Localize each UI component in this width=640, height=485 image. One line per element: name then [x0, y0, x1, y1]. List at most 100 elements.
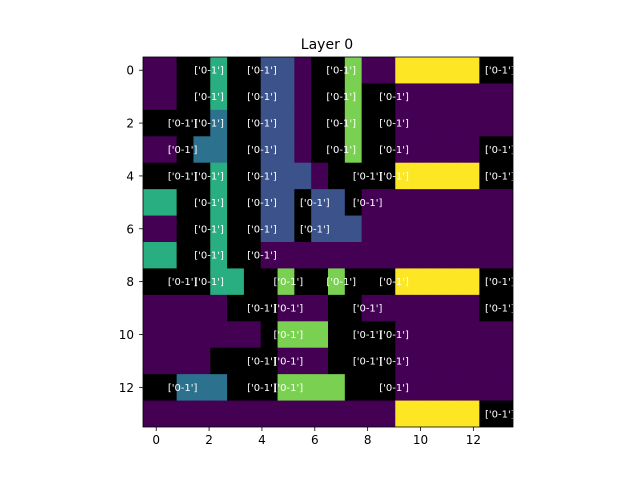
- heatmap-cell: [243, 294, 262, 322]
- cell-annotation: ['0-1']: [274, 383, 304, 394]
- heatmap-cell: [260, 83, 279, 111]
- cell-annotation: ['0-1']: [247, 356, 277, 367]
- heatmap-cell: [428, 109, 447, 137]
- heatmap-cell: [361, 321, 380, 349]
- heatmap-cell: [277, 136, 295, 164]
- cell-annotation: ['0-1']: [353, 330, 383, 341]
- heatmap-cell: [428, 294, 447, 322]
- heatmap-cell: [176, 374, 195, 402]
- heatmap-cell: [344, 347, 363, 375]
- heatmap-cell: [479, 215, 497, 243]
- heatmap-cell: [210, 321, 228, 349]
- heatmap-cell: [445, 294, 464, 322]
- heatmap-cell: [260, 400, 279, 427]
- heatmap-cell: [412, 321, 430, 349]
- heatmap-cell: [395, 347, 413, 375]
- heatmap-cell: [277, 242, 295, 270]
- heatmap-cell: [210, 374, 228, 402]
- heatmap-cell: [412, 57, 430, 85]
- cell-annotation: ['0-1']: [168, 145, 198, 156]
- heatmap-cell: [159, 57, 178, 85]
- heatmap-cell: [361, 347, 380, 375]
- heatmap-cell: [159, 162, 178, 190]
- heatmap-cell: [227, 294, 245, 322]
- cell-annotation: ['0-1']: [247, 145, 277, 156]
- heatmap-cell: [378, 242, 396, 270]
- cell-annotation: ['0-1']: [485, 171, 515, 182]
- heatmap-cell: [361, 374, 380, 402]
- heatmap-cell: [395, 83, 413, 111]
- cell-annotation: ['0-1']: [194, 277, 224, 288]
- heatmap-cell: [159, 109, 178, 137]
- heatmap-cell: [260, 109, 279, 137]
- heatmap-cell: [210, 268, 228, 296]
- heatmap-cell: [328, 242, 346, 270]
- heatmap-cell: [344, 294, 363, 322]
- heatmap-cell: [378, 374, 396, 402]
- heatmap-cell: [496, 400, 513, 427]
- y-tick-label: 4: [126, 169, 134, 183]
- heatmap-cell: [210, 400, 228, 427]
- heatmap-cell: [428, 162, 447, 190]
- heatmap-cell: [227, 347, 245, 375]
- heatmap-cell: [395, 189, 413, 217]
- heatmap-cell: [428, 189, 447, 217]
- heatmap-cell: [395, 374, 413, 402]
- heatmap-cell: [479, 83, 497, 111]
- heatmap-cell: [311, 400, 329, 427]
- cell-annotation: ['0-1']: [194, 198, 224, 209]
- heatmap-cell: [428, 215, 447, 243]
- heatmap-cell: [143, 400, 161, 427]
- heatmap-cell: [395, 109, 413, 137]
- heatmap-cell: [176, 136, 195, 164]
- heatmap-cell: [496, 57, 513, 85]
- heatmap-cell: [260, 321, 279, 349]
- heatmap-cell: [344, 242, 363, 270]
- heatmap-cell: [479, 374, 497, 402]
- heatmap-cell: [243, 189, 262, 217]
- heatmap-cell: [294, 321, 312, 349]
- heatmap-cell: [462, 268, 480, 296]
- heatmap-cell: [159, 374, 178, 402]
- heatmap-cell: [227, 215, 245, 243]
- heatmap-cell: [193, 162, 211, 190]
- heatmap-cell: [193, 57, 211, 85]
- heatmap-cell: [210, 215, 228, 243]
- heatmap-cell: [496, 242, 513, 270]
- heatmap-cell: [159, 83, 178, 111]
- heatmap-cell: [243, 321, 262, 349]
- heatmap-cell: [496, 189, 513, 217]
- heatmap-cell: [445, 347, 464, 375]
- heatmap-cell: [311, 347, 329, 375]
- heatmap-cell: [428, 57, 447, 85]
- heatmap-cell: [260, 136, 279, 164]
- heatmap-cell: [294, 400, 312, 427]
- heatmap-cell: [176, 268, 195, 296]
- heatmap-cell: [428, 400, 447, 427]
- heatmap-cell: [395, 242, 413, 270]
- heatmap-cell: [143, 294, 161, 322]
- heatmap-cell: [462, 57, 480, 85]
- cell-annotation: ['0-1']: [274, 277, 304, 288]
- heatmap-cell: [428, 268, 447, 296]
- heatmap-cell: [412, 83, 430, 111]
- heatmap-cell: [496, 347, 513, 375]
- heatmap-cell: [428, 83, 447, 111]
- heatmap-cell: [462, 136, 480, 164]
- cell-annotation: ['0-1']: [168, 383, 198, 394]
- cell-annotation: ['0-1']: [247, 304, 277, 315]
- heatmap-cell: [496, 268, 513, 296]
- heatmap-cell: [311, 83, 329, 111]
- heatmap-cell: [344, 215, 363, 243]
- heatmap-cell: [428, 347, 447, 375]
- heatmap-cell: [277, 215, 295, 243]
- heatmap-cell: [159, 321, 178, 349]
- heatmap-cell: [243, 109, 262, 137]
- heatmap-cell: [294, 136, 312, 164]
- cell-annotation: ['0-1']: [485, 304, 515, 315]
- heatmap-cell: [412, 400, 430, 427]
- heatmap-cell: [445, 400, 464, 427]
- heatmap-cell: [243, 83, 262, 111]
- cell-annotation: ['0-1']: [326, 145, 356, 156]
- heatmap-cell: [193, 189, 211, 217]
